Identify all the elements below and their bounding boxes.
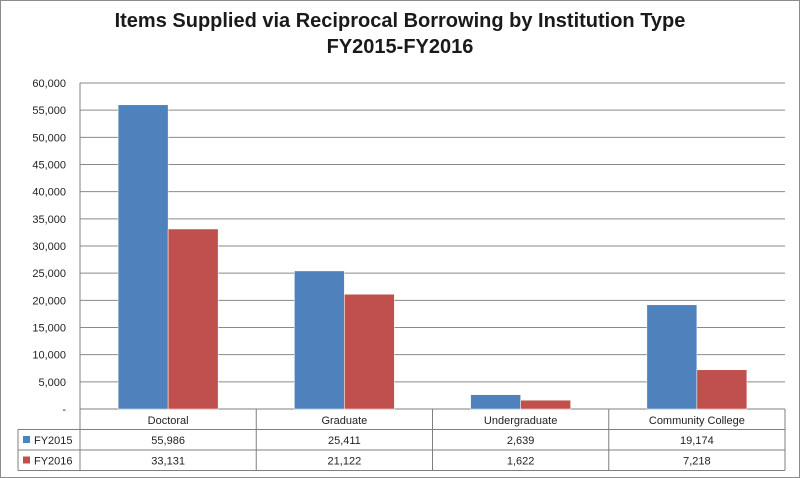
data-value-label: 19,174: [680, 435, 714, 447]
data-value-label: 55,986: [151, 435, 185, 447]
y-tick-label: 45,000: [32, 160, 66, 172]
data-value-label: 33,131: [151, 456, 185, 468]
chart-title-line-1: Items Supplied via Reciprocal Borrowing …: [114, 10, 686, 32]
chart-title-line-2: FY2015-FY2016: [326, 36, 474, 58]
y-tick-label: 15,000: [32, 323, 66, 335]
data-value-label: 2,639: [507, 435, 535, 447]
chart-title: Items Supplied via Reciprocal Borrowing …: [0, 8, 800, 60]
y-tick-label: 60,000: [32, 78, 66, 90]
legend-swatch: [23, 456, 30, 464]
y-tick-label: 40,000: [32, 187, 66, 199]
legend-swatch: [23, 436, 30, 443]
bar: [470, 394, 521, 410]
legend-label: FY2015: [34, 435, 73, 447]
y-tick-label: 25,000: [32, 268, 66, 280]
bar: [117, 104, 169, 410]
y-tick-label: 55,000: [32, 105, 66, 117]
y-tick-label: 35,000: [32, 214, 66, 226]
data-value-label: 21,122: [328, 456, 362, 468]
bar: [520, 399, 571, 410]
data-value-label: 25,411: [328, 435, 361, 447]
category-label: Community College: [649, 415, 745, 427]
y-tick-label: 50,000: [32, 132, 66, 144]
bar: [294, 270, 345, 410]
category-label: Undergraduate: [484, 415, 557, 427]
bar: [167, 228, 219, 410]
y-tick-label: -: [62, 404, 66, 416]
y-tick-label: 5,000: [38, 377, 66, 389]
y-tick-label: 20,000: [32, 295, 66, 307]
legend-label: FY2016: [34, 456, 73, 468]
y-tick-label: 10,000: [32, 350, 66, 362]
bar: [344, 293, 395, 410]
category-label: Graduate: [321, 415, 367, 427]
data-value-label: 1,622: [507, 456, 535, 468]
bar: [646, 304, 698, 410]
category-label: Doctoral: [148, 415, 189, 427]
bar: [696, 369, 748, 410]
data-value-label: 7,218: [683, 456, 711, 468]
y-tick-label: 30,000: [32, 241, 66, 253]
